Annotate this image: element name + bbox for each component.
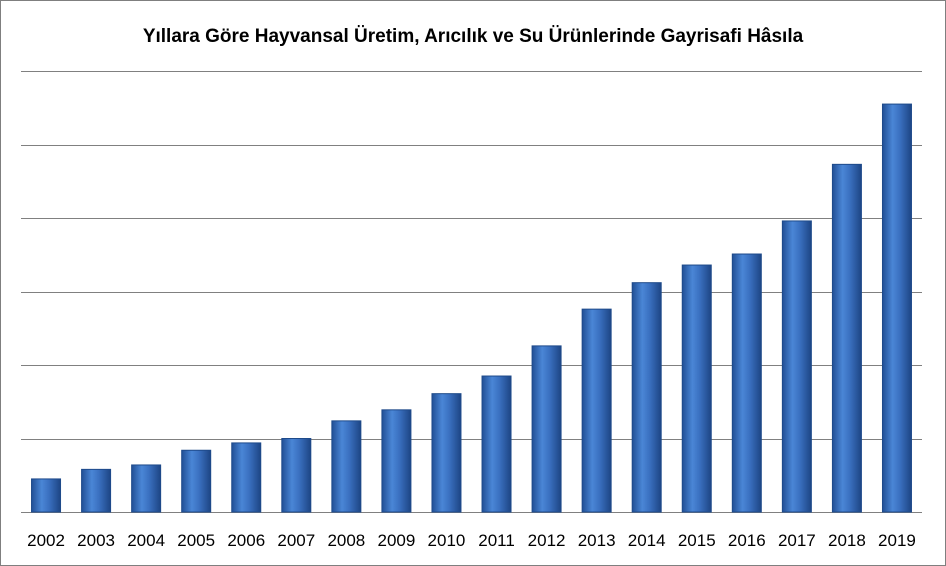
bar-2002: [31, 478, 62, 513]
x-tick-label: 2005: [177, 531, 215, 550]
x-tick-label: 2013: [578, 531, 616, 550]
bar-2019: [881, 103, 912, 513]
bar-2018: [831, 163, 862, 513]
bars: [31, 103, 912, 513]
x-tick-label: 2009: [378, 531, 416, 550]
x-tick-label: 2019: [878, 531, 916, 550]
x-tick-label: 2003: [77, 531, 115, 550]
bar-2010: [431, 393, 462, 513]
x-tick-label: 2008: [327, 531, 365, 550]
x-tick-label: 2002: [27, 531, 65, 550]
bar-2011: [481, 375, 512, 513]
x-tick-label: 2018: [828, 531, 866, 550]
x-tick-label: 2016: [728, 531, 766, 550]
x-tick-labels: 2002 2003 2004 2005 2006 2007 2008 2009 2010 2011…: [27, 531, 916, 550]
gridlines: [21, 71, 922, 513]
x-tick-label: 2017: [778, 531, 816, 550]
bar-2006: [231, 442, 262, 513]
x-tick-label: 2011: [478, 531, 515, 550]
x-tick-label: 2012: [528, 531, 566, 550]
bar-2003: [81, 468, 112, 513]
bar-2017: [781, 220, 812, 513]
x-tick-label: 2007: [277, 531, 315, 550]
chart-title: Yıllara Göre Hayvansal Üretim, Arıcılık …: [142, 26, 804, 47]
x-tick-label: 2014: [628, 531, 666, 550]
bar-2014: [631, 282, 662, 513]
x-tick-label: 2010: [428, 531, 466, 550]
bar-2012: [531, 345, 562, 513]
x-tick-label: 2015: [678, 531, 716, 550]
bar-2015: [681, 264, 712, 513]
bar-2005: [181, 449, 212, 513]
bar-2016: [731, 253, 762, 513]
bar-2009: [381, 409, 412, 513]
x-tick-label: 2006: [227, 531, 265, 550]
bar-2008: [331, 420, 362, 513]
bar-2013: [581, 308, 612, 513]
bar-2004: [131, 464, 162, 513]
x-tick-label: 2004: [127, 531, 165, 550]
bar-2007: [281, 438, 312, 513]
